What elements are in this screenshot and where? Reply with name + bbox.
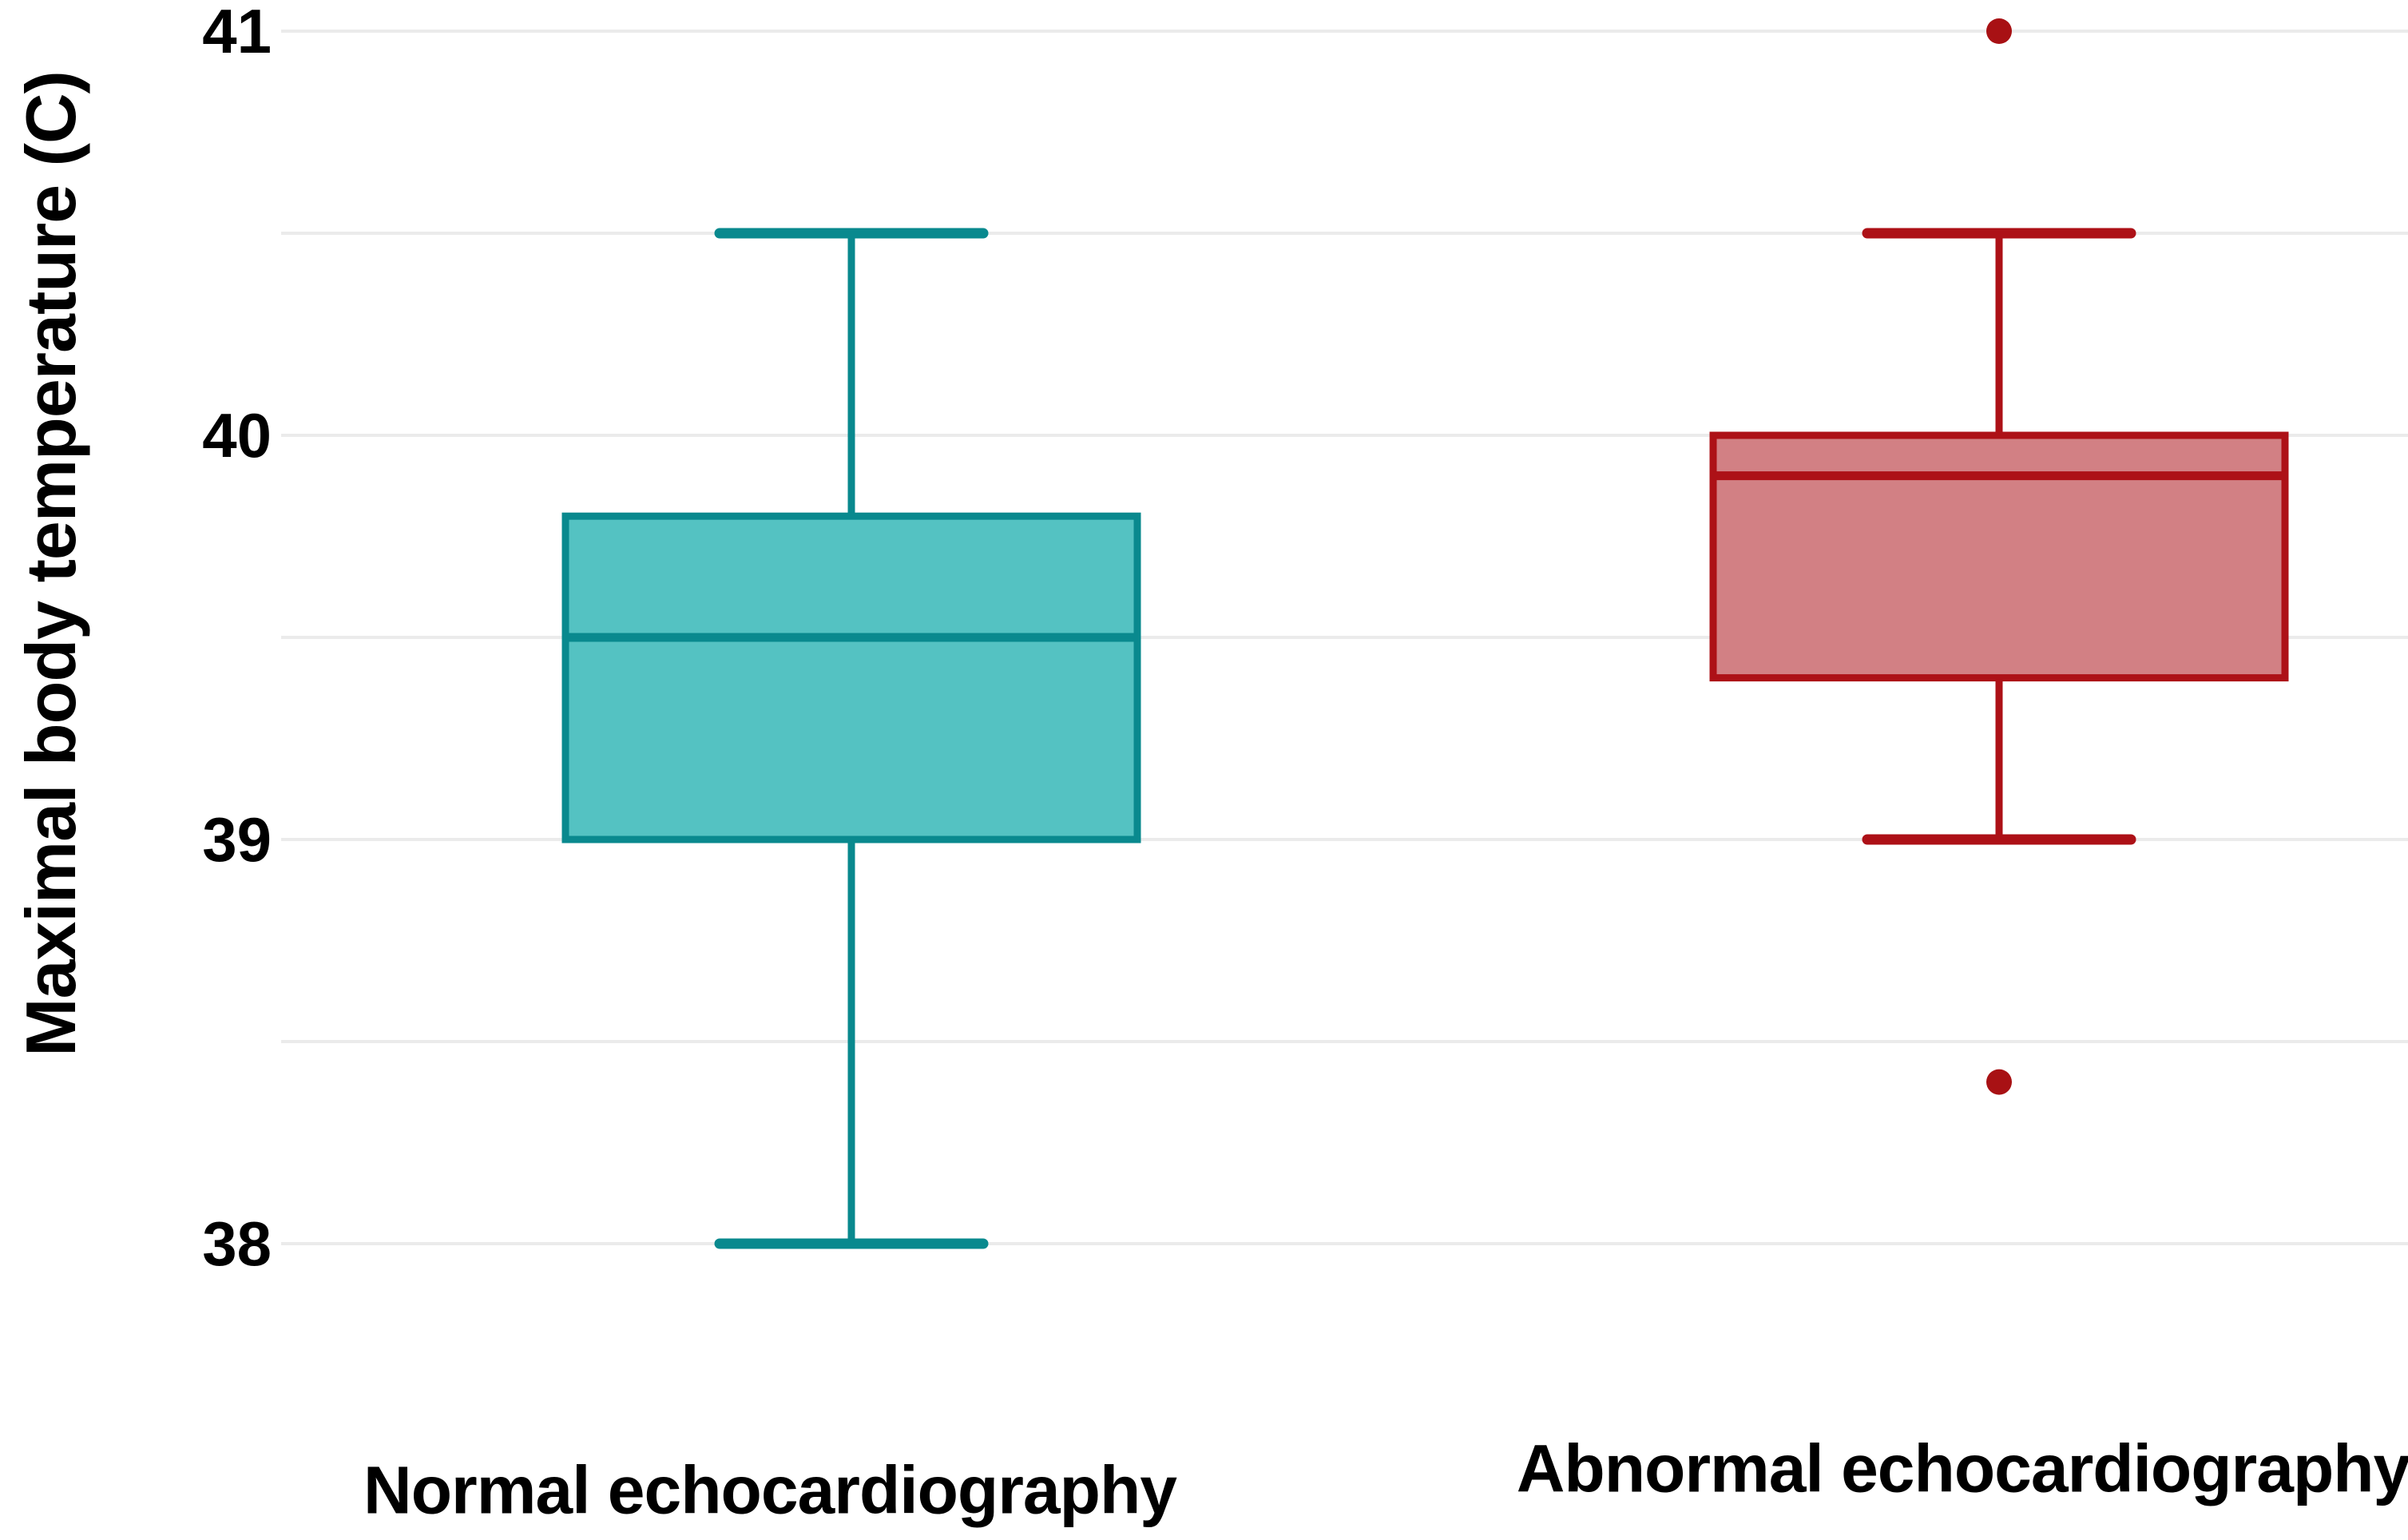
outlier-dot-abnormal-0 [1986, 18, 2012, 44]
x-axis-label-abnormal: Abnormal echocardiography [1516, 1431, 2408, 1506]
y-tick-label-39: 39 [202, 804, 272, 875]
outlier-dot-abnormal-1 [1986, 1069, 2012, 1095]
box-normal [561, 512, 1141, 843]
y-tick-label-38: 38 [202, 1209, 272, 1279]
y-tick-label-40: 40 [202, 400, 272, 470]
y-tick-label-41: 41 [202, 0, 272, 66]
y-axis-title: Maximal body temperature (C) [11, 71, 90, 1057]
x-axis-label-normal: Normal echocardiography [363, 1452, 1177, 1528]
